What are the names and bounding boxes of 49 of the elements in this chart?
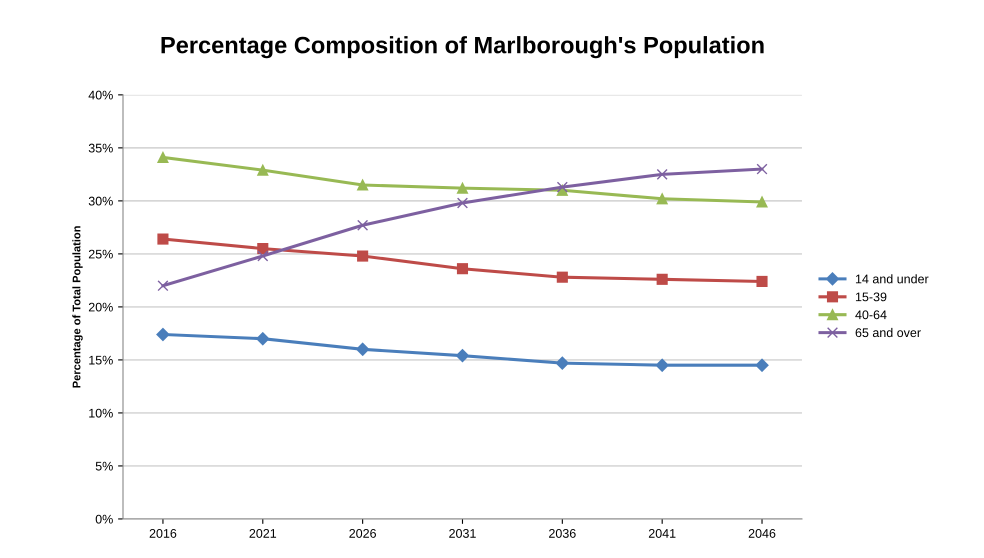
point (157, 152, 168, 163)
point (156, 328, 170, 342)
point (356, 342, 370, 356)
y-tick-label: 35% (88, 144, 113, 153)
x-tick-label: 2026 (349, 528, 376, 538)
point (157, 233, 168, 245)
point (756, 196, 768, 208)
point (257, 164, 268, 176)
point (656, 168, 668, 180)
y-tick-label: 20% (88, 302, 113, 312)
y-tick-label: 30% (88, 196, 113, 206)
y-axis-title: Percentage of Total Population (72, 226, 83, 388)
point (256, 332, 270, 346)
y-tick-label: 40% (88, 90, 113, 100)
x-tick-label: 2041 (648, 528, 676, 538)
x-tick-label: 2046 (748, 528, 776, 538)
point (456, 197, 468, 209)
legend-label: 65 and over (856, 328, 921, 338)
x-tick-label: 2036 (549, 528, 576, 538)
point (157, 280, 168, 292)
x-tick-label: 2016 (150, 528, 176, 538)
y-tick-label: 25% (88, 250, 113, 259)
point (456, 182, 468, 194)
point (656, 274, 668, 285)
legend-label: 15-39 (856, 292, 886, 302)
x-tick-label: 2031 (449, 528, 476, 538)
x-tick-label: 2021 (250, 528, 276, 538)
y-tick-label: 15% (89, 356, 113, 365)
point (456, 263, 468, 274)
point (257, 250, 268, 262)
point (357, 179, 368, 191)
point (556, 356, 569, 370)
point (556, 272, 568, 283)
point (357, 220, 368, 231)
point (556, 182, 568, 193)
point (257, 243, 268, 254)
point (756, 276, 768, 288)
point (357, 250, 368, 262)
y-tick-label: 5% (96, 462, 113, 471)
legend-label: 14 and under (856, 274, 928, 284)
chart-title: Percentage Composition of Marlborough's Population (162, 36, 764, 58)
legend-label: 40-64 (855, 310, 887, 320)
point (756, 164, 768, 175)
point (656, 358, 669, 372)
y-tick-label: 0% (96, 514, 113, 524)
point (656, 193, 668, 204)
point (456, 349, 470, 362)
point (755, 358, 769, 372)
y-tick-label: 10% (89, 408, 113, 418)
